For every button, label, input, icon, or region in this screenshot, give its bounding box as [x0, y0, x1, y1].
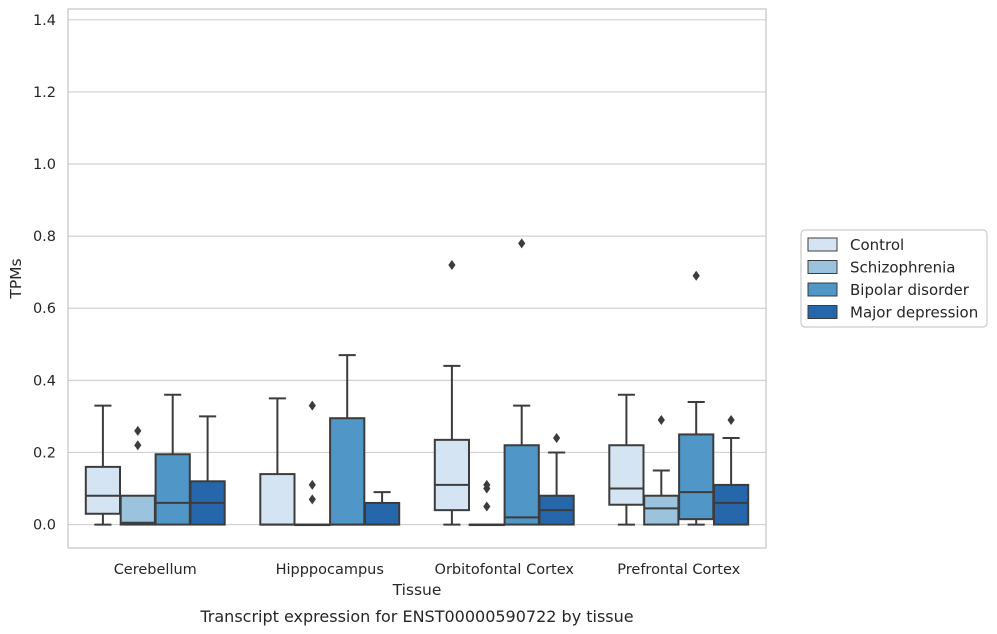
box-body — [643, 494, 680, 526]
outlier-point — [134, 440, 142, 451]
box-3-0 — [608, 393, 645, 526]
y-tick-label: 1.0 — [33, 157, 56, 173]
box-1-1 — [294, 400, 331, 527]
legend-swatch — [807, 305, 838, 319]
plot-frame — [67, 8, 767, 549]
box-2-1 — [468, 479, 505, 527]
box-1-0 — [259, 397, 296, 526]
box-1-2 — [329, 354, 366, 526]
box-2-2 — [503, 238, 540, 526]
box-2-3 — [538, 433, 575, 526]
legend-swatch — [807, 282, 838, 297]
boxes — [84, 238, 750, 527]
outlier-point — [553, 433, 561, 444]
box-1-3 — [363, 491, 401, 526]
y-tick-label: 1.4 — [33, 13, 56, 29]
outlier-point — [448, 259, 456, 270]
y-axis: 0.0 0.2 0.4 0.6 0.8 1.0 1.2 1.4 — [33, 13, 56, 534]
box-body — [608, 444, 645, 506]
x-tick-label: Cerebellum — [114, 562, 197, 578]
box-0-2 — [154, 393, 191, 526]
legend-label: Schizophrenia — [850, 259, 955, 277]
chart-caption: Transcript expression for ENST0000059072… — [199, 607, 633, 626]
legend-swatch — [807, 237, 838, 252]
x-tick-label: Hipppocampus — [276, 562, 384, 578]
box-0-0 — [84, 404, 122, 526]
legend-box — [800, 229, 988, 328]
outlier-point — [692, 270, 700, 281]
outlier-point — [727, 415, 735, 426]
outlier-point — [308, 400, 316, 411]
box-0-1 — [119, 425, 156, 526]
box-3-1 — [643, 415, 680, 526]
box-body — [259, 473, 296, 526]
box-body — [503, 444, 540, 526]
x-tick-label: Prefrontal Cortex — [617, 562, 740, 578]
y-tick-label: 0.4 — [33, 373, 56, 389]
box-body — [84, 465, 122, 515]
y-axis-title: TPMs — [7, 258, 25, 299]
box-body — [363, 501, 401, 526]
legend-label: Control — [850, 236, 904, 254]
y-tick-label: 1.2 — [33, 85, 56, 101]
legend: Control Schizophrenia Bipolar disorder Majo… — [800, 229, 988, 328]
x-tick-label: Orbitofontal Cortex — [435, 562, 575, 578]
legend-label: Bipolar disorder — [850, 281, 970, 299]
box-body — [329, 417, 366, 526]
grid-lines — [68, 19, 766, 526]
outlier-point — [483, 483, 491, 494]
outlier-point — [518, 238, 526, 249]
box-0-3 — [189, 415, 226, 526]
x-axis: Cerebellum Hipppocampus Orbitofontal Corte… — [114, 562, 741, 578]
box-3-2 — [678, 270, 715, 526]
box-body — [433, 438, 471, 512]
y-tick-label: 0.6 — [33, 301, 56, 317]
outlier-point — [134, 425, 142, 436]
box-3-3 — [712, 415, 750, 526]
legend-swatch — [807, 260, 838, 274]
legend-label: Major depression — [850, 304, 978, 322]
box-body — [712, 483, 750, 526]
outlier-point — [308, 494, 316, 505]
box-body — [154, 453, 191, 526]
y-tick-label: 0.2 — [33, 445, 56, 461]
outlier-point — [483, 501, 491, 512]
outlier-point — [308, 479, 316, 490]
box-2-0 — [433, 259, 471, 526]
box-body — [119, 494, 156, 526]
y-tick-label: 0.8 — [33, 229, 56, 245]
x-axis-title: Tissue — [392, 581, 442, 599]
box-body — [678, 433, 715, 521]
outlier-point — [657, 415, 665, 426]
y-tick-label: 0.0 — [33, 518, 56, 534]
